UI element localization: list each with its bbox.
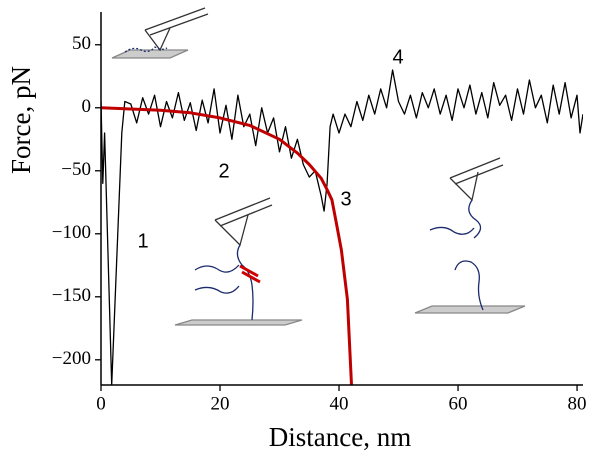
y-axis-title: Force, pN	[6, 66, 36, 174]
data-line	[101, 69, 583, 385]
annotation: 4	[392, 46, 403, 68]
inset-middle	[174, 197, 303, 326]
y-tick-label: −50	[61, 159, 91, 180]
inset-top	[111, 7, 209, 59]
y-tick-label: 50	[72, 33, 91, 54]
x-tick-label: 0	[96, 393, 106, 414]
y-tick-label: −150	[52, 285, 91, 306]
data-line	[101, 106, 353, 385]
annotation: 3	[340, 188, 351, 210]
x-tick-label: 40	[330, 393, 349, 414]
y-tick-label: 0	[82, 96, 92, 117]
y-tick-label: −200	[52, 348, 91, 369]
annotation: 2	[218, 160, 229, 182]
x-tick-label: 20	[211, 393, 230, 414]
x-axis-title: Distance, nm	[269, 422, 411, 452]
y-tick-label: −100	[52, 222, 91, 243]
x-tick-label: 60	[449, 393, 468, 414]
annotation: 1	[137, 230, 148, 252]
inset-right	[414, 157, 526, 314]
x-tick-label: 80	[568, 393, 587, 414]
